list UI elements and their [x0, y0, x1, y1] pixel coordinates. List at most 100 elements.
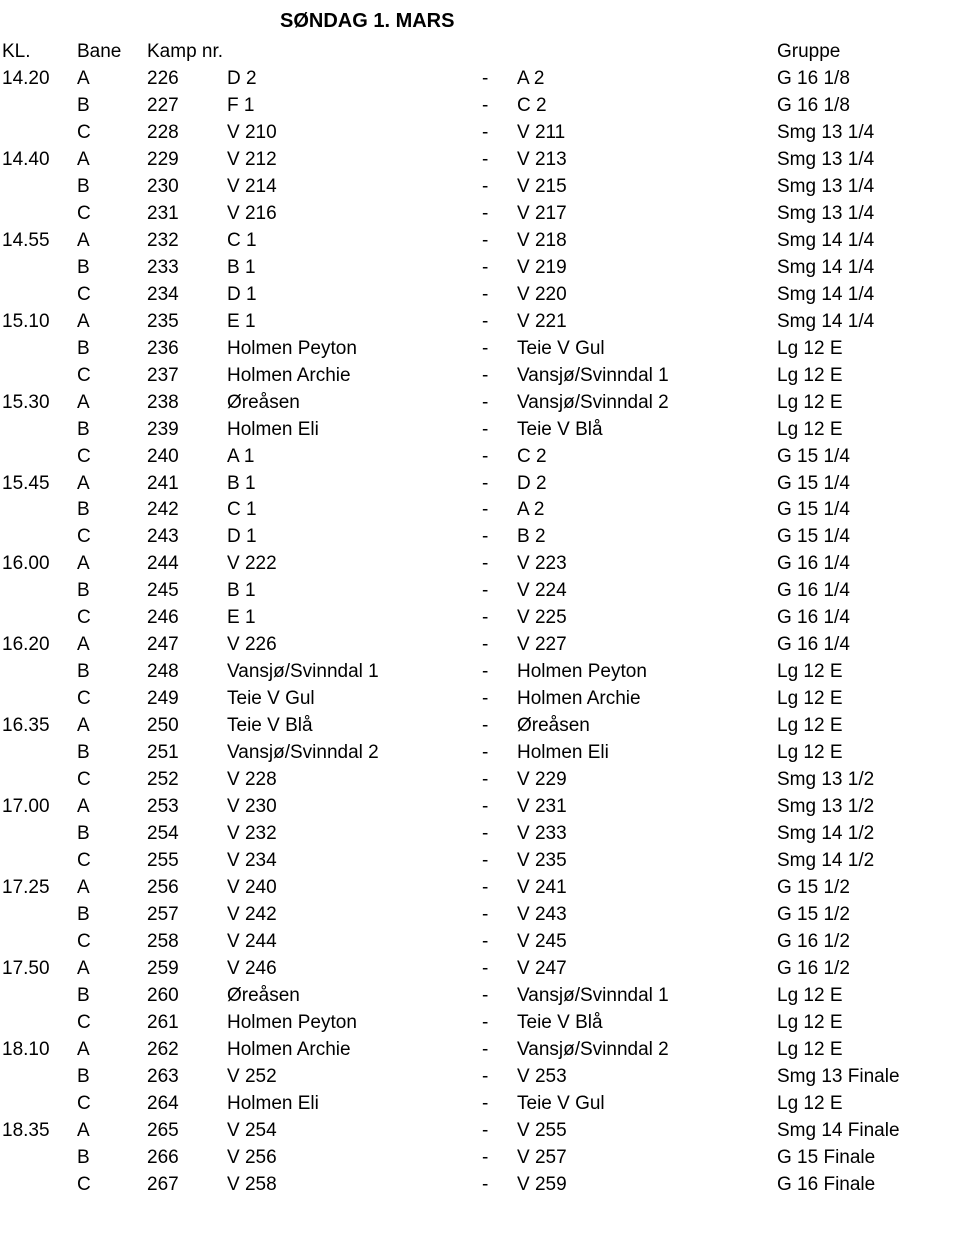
cell-kamp: 248 — [147, 659, 227, 686]
cell-team1: V 246 — [227, 956, 482, 983]
cell-dash: - — [482, 201, 517, 228]
cell-team2: V 223 — [517, 551, 777, 578]
cell-dash: - — [482, 93, 517, 120]
cell-team2: V 253 — [517, 1064, 777, 1091]
cell-team2: V 245 — [517, 929, 777, 956]
cell-group: Smg 14 1/2 — [777, 821, 950, 848]
table-row: C267V 258-V 259G 16 Finale — [0, 1172, 950, 1199]
cell-team2: V 218 — [517, 228, 777, 255]
cell-team2: Holmen Peyton — [517, 659, 777, 686]
cell-team2: Teie V Gul — [517, 336, 777, 363]
cell-group: Smg 13 1/2 — [777, 794, 950, 821]
cell-kamp: 253 — [147, 794, 227, 821]
table-row: C231V 216-V 217Smg 13 1/4 — [0, 201, 950, 228]
table-row: 14.40A229V 212-V 213Smg 13 1/4 — [0, 147, 950, 174]
cell-team1: V 240 — [227, 875, 482, 902]
cell-kamp: 237 — [147, 363, 227, 390]
table-row: 16.35A250Teie V Blå-ØreåsenLg 12 E — [0, 713, 950, 740]
cell-bane: A — [77, 875, 147, 902]
cell-group: Lg 12 E — [777, 740, 950, 767]
table-row: 18.35A265V 254-V 255Smg 14 Finale — [0, 1118, 950, 1145]
cell-dash: - — [482, 336, 517, 363]
cell-kl — [0, 444, 77, 471]
table-row: 15.30A238Øreåsen-Vansjø/Svinndal 2Lg 12 … — [0, 390, 950, 417]
table-row: B236Holmen Peyton-Teie V GulLg 12 E — [0, 336, 950, 363]
cell-kl: 14.20 — [0, 66, 77, 93]
table-row: 15.10A235E 1-V 221Smg 14 1/4 — [0, 309, 950, 336]
cell-team2: V 225 — [517, 605, 777, 632]
cell-team2: Vansjø/Svinndal 1 — [517, 983, 777, 1010]
cell-team2: Holmen Archie — [517, 686, 777, 713]
cell-dash: - — [482, 524, 517, 551]
cell-kl — [0, 821, 77, 848]
cell-kl: 14.40 — [0, 147, 77, 174]
cell-team2: Vansjø/Svinndal 2 — [517, 390, 777, 417]
cell-group: Smg 13 1/2 — [777, 767, 950, 794]
table-row: 16.20A247V 226-V 227G 16 1/4 — [0, 632, 950, 659]
cell-bane: B — [77, 578, 147, 605]
cell-bane: C — [77, 929, 147, 956]
cell-kl — [0, 497, 77, 524]
cell-kl — [0, 201, 77, 228]
cell-team1: Holmen Peyton — [227, 336, 482, 363]
cell-dash: - — [482, 740, 517, 767]
cell-dash: - — [482, 983, 517, 1010]
cell-team1: F 1 — [227, 93, 482, 120]
cell-group: G 16 1/4 — [777, 605, 950, 632]
cell-team2: V 241 — [517, 875, 777, 902]
cell-dash: - — [482, 1091, 517, 1118]
cell-bane: C — [77, 605, 147, 632]
cell-bane: B — [77, 336, 147, 363]
cell-kamp: 230 — [147, 174, 227, 201]
cell-group: Smg 13 1/4 — [777, 174, 950, 201]
table-row: B251Vansjø/Svinndal 2-Holmen EliLg 12 E — [0, 740, 950, 767]
cell-team1: Øreåsen — [227, 390, 482, 417]
cell-kl: 16.35 — [0, 713, 77, 740]
cell-kamp: 250 — [147, 713, 227, 740]
cell-bane: A — [77, 632, 147, 659]
cell-bane: A — [77, 471, 147, 498]
cell-group: G 16 1/4 — [777, 578, 950, 605]
cell-kamp: 231 — [147, 201, 227, 228]
cell-kamp: 243 — [147, 524, 227, 551]
table-row: 18.10A262Holmen Archie-Vansjø/Svinndal 2… — [0, 1037, 950, 1064]
header-team1 — [227, 39, 482, 66]
cell-kl — [0, 417, 77, 444]
cell-bane: C — [77, 848, 147, 875]
cell-kamp: 257 — [147, 902, 227, 929]
cell-team1: Teie V Blå — [227, 713, 482, 740]
table-row: 14.20A226D 2-A 2G 16 1/8 — [0, 66, 950, 93]
cell-team2: Teie V Gul — [517, 1091, 777, 1118]
cell-team2: V 257 — [517, 1145, 777, 1172]
cell-team2: V 224 — [517, 578, 777, 605]
cell-team1: A 1 — [227, 444, 482, 471]
cell-team2: V 213 — [517, 147, 777, 174]
cell-kamp: 254 — [147, 821, 227, 848]
cell-bane: B — [77, 174, 147, 201]
cell-kl — [0, 120, 77, 147]
cell-team2: V 235 — [517, 848, 777, 875]
cell-kl — [0, 524, 77, 551]
cell-kl — [0, 740, 77, 767]
cell-team1: V 230 — [227, 794, 482, 821]
cell-group: G 16 1/2 — [777, 929, 950, 956]
cell-team1: V 242 — [227, 902, 482, 929]
table-row: C237Holmen Archie-Vansjø/Svinndal 1Lg 12… — [0, 363, 950, 390]
cell-dash: - — [482, 497, 517, 524]
cell-kl — [0, 1064, 77, 1091]
cell-kamp: 245 — [147, 578, 227, 605]
cell-kamp: 249 — [147, 686, 227, 713]
cell-team2: Holmen Eli — [517, 740, 777, 767]
cell-team2: Vansjø/Svinndal 1 — [517, 363, 777, 390]
cell-group: G 16 1/2 — [777, 956, 950, 983]
cell-kamp: 238 — [147, 390, 227, 417]
header-dash — [482, 39, 517, 66]
table-row: 17.00A253V 230-V 231Smg 13 1/2 — [0, 794, 950, 821]
cell-kamp: 242 — [147, 497, 227, 524]
cell-bane: C — [77, 686, 147, 713]
cell-team2: Øreåsen — [517, 713, 777, 740]
cell-team1: V 232 — [227, 821, 482, 848]
cell-dash: - — [482, 1118, 517, 1145]
cell-dash: - — [482, 1145, 517, 1172]
cell-group: Lg 12 E — [777, 417, 950, 444]
